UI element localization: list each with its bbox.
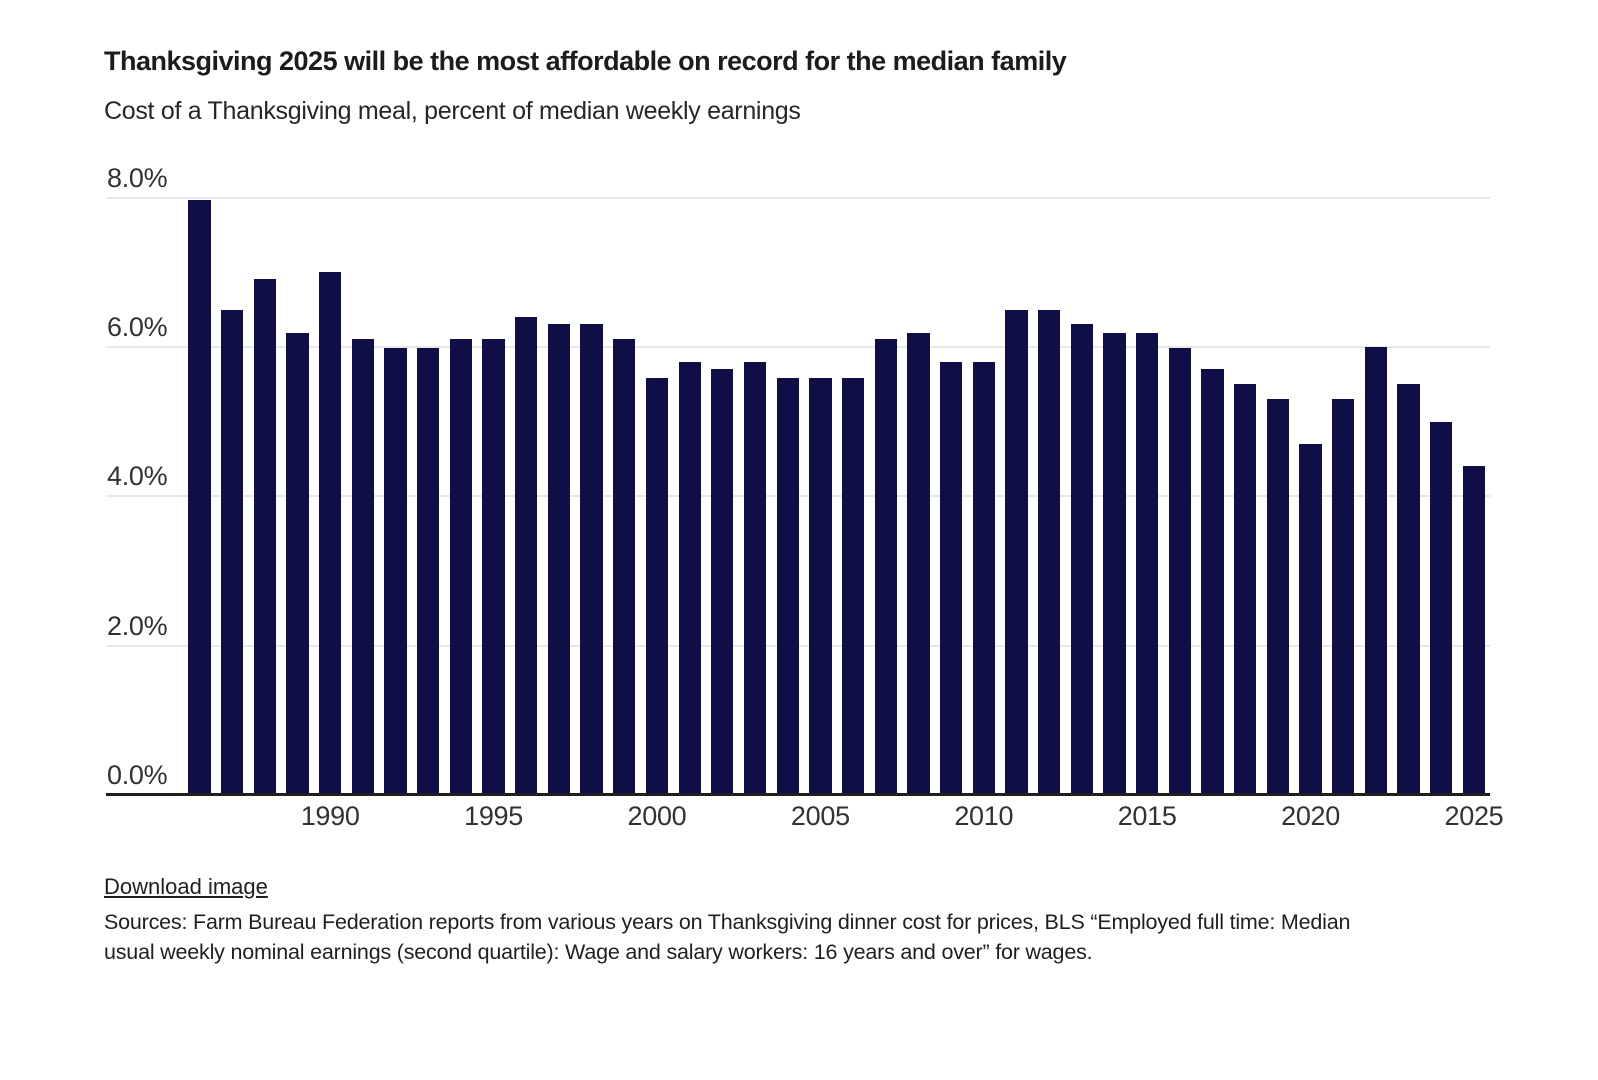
- bar-2017: [1201, 369, 1224, 795]
- bar-1991: [351, 339, 374, 795]
- chart-title: Thanksgiving 2025 will be the most affor…: [104, 46, 1067, 76]
- x-axis-line: [106, 793, 1490, 796]
- bar-1997: [547, 323, 571, 795]
- sources-line-1: Sources: Farm Bureau Federation reports …: [104, 910, 1351, 934]
- bar-2010: [972, 361, 995, 795]
- bar-2008: [907, 332, 930, 795]
- bar-2016: [1168, 347, 1191, 795]
- bar-2019: [1266, 399, 1290, 795]
- sources-note: Sources: Farm Bureau Federation reports …: [104, 907, 1350, 967]
- bar-2005: [809, 377, 832, 795]
- x-tick-label-2010: 2010: [954, 801, 1014, 831]
- x-tick-label-1990: 1990: [300, 801, 360, 831]
- gridline-8.0%: [106, 196, 1490, 199]
- bar-2025: [1462, 466, 1486, 795]
- x-tick-label-2000: 2000: [627, 801, 687, 831]
- bar-2001: [678, 361, 701, 795]
- y-tick-label-0.0%: 0.0%: [107, 760, 168, 790]
- x-tick-label-2005: 2005: [790, 801, 850, 831]
- bar-2022: [1364, 346, 1388, 795]
- bar-2006: [841, 377, 865, 795]
- bar-2020: [1299, 444, 1322, 795]
- bar-1993: [417, 347, 440, 795]
- bar-2012: [1037, 309, 1061, 795]
- bar-2013: [1070, 323, 1093, 795]
- bar-1990: [319, 272, 342, 795]
- chart-subtitle: Cost of a Thanksgiving meal, percent of …: [104, 97, 801, 125]
- bar-1989: [286, 332, 309, 795]
- bar-2009: [939, 361, 963, 795]
- y-tick-label-6.0%: 6.0%: [107, 311, 168, 342]
- x-tick-label-2025: 2025: [1444, 801, 1504, 831]
- bar-2002: [711, 369, 734, 795]
- bar-2000: [645, 377, 669, 795]
- x-tick-label-1995: 1995: [464, 801, 523, 831]
- bar-2018: [1234, 384, 1257, 795]
- download-image-link[interactable]: Download image: [104, 874, 268, 899]
- bar-1986: [188, 199, 211, 795]
- y-tick-label-2.0%: 2.0%: [107, 610, 168, 641]
- y-tick-label-8.0%: 8.0%: [107, 162, 168, 193]
- sources-line-2: usual weekly nominal earnings (second qu…: [104, 940, 1093, 964]
- bar-2023: [1397, 384, 1420, 795]
- y-tick-label-4.0%: 4.0%: [107, 461, 168, 492]
- bar-2003: [743, 361, 767, 795]
- bar-1987: [220, 309, 244, 795]
- bar-2021: [1332, 399, 1355, 795]
- bar-2011: [1005, 309, 1028, 795]
- bar-2024: [1430, 422, 1453, 795]
- x-tick-label-2015: 2015: [1117, 801, 1177, 831]
- bar-1992: [384, 347, 407, 795]
- bar-1998: [580, 323, 603, 795]
- bar-2014: [1103, 332, 1126, 795]
- bar-2007: [874, 339, 897, 795]
- bar-1994: [449, 339, 473, 795]
- bar-1988: [253, 278, 276, 795]
- bar-2015: [1136, 332, 1159, 795]
- bar-1999: [613, 339, 636, 795]
- bar-1995: [482, 339, 505, 795]
- bar-2004: [776, 377, 799, 795]
- x-tick-label-2020: 2020: [1281, 801, 1340, 831]
- gridline-6.0%: [106, 345, 1490, 348]
- bar-1996: [515, 317, 538, 795]
